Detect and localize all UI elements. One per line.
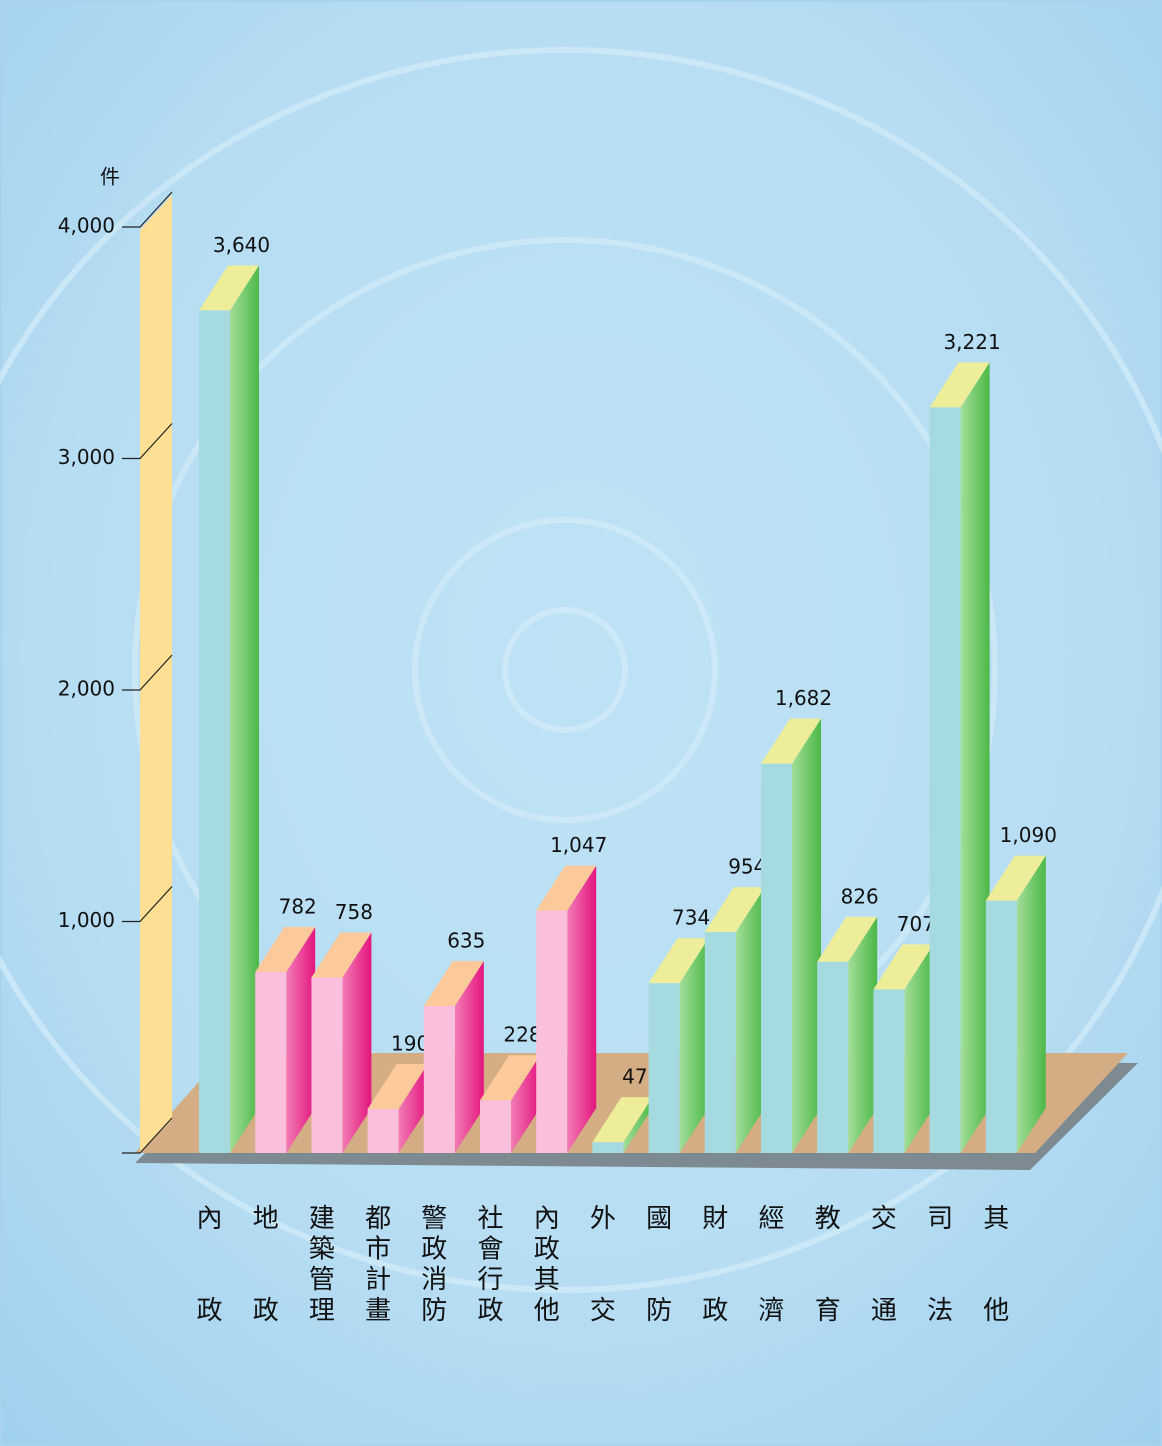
x-tick-label: 外交 xyxy=(585,1204,615,1322)
bar xyxy=(480,1100,511,1153)
bar xyxy=(255,972,286,1153)
bar-side xyxy=(567,866,596,1153)
bar xyxy=(311,978,342,1153)
value-label: 1,682 xyxy=(775,686,832,710)
value-label: 734 xyxy=(672,906,710,930)
x-tick-label: 財政 xyxy=(698,1204,728,1322)
y-tick-label: 3,000 xyxy=(58,445,115,469)
bar xyxy=(873,989,904,1153)
value-label: 228 xyxy=(503,1023,541,1047)
bar xyxy=(930,407,961,1153)
value-label: 1,090 xyxy=(1000,823,1057,847)
bar xyxy=(817,962,848,1153)
value-label: 635 xyxy=(447,928,485,952)
x-tick-label: 其他 xyxy=(979,1204,1009,1322)
bar xyxy=(536,911,567,1153)
value-label: 47 xyxy=(622,1065,647,1089)
y-tick-label: 2,000 xyxy=(58,677,115,701)
x-tick-label: 都市計畫 xyxy=(361,1204,391,1322)
value-label: 826 xyxy=(841,884,879,908)
y-tick-label: 1,000 xyxy=(58,908,115,932)
x-tick-label: 警政消防 xyxy=(417,1204,447,1322)
y-axis-wall xyxy=(140,195,172,1153)
bar xyxy=(368,1109,399,1153)
bar-side xyxy=(1017,856,1046,1153)
x-tick-label: 國防 xyxy=(642,1204,672,1322)
bar xyxy=(592,1142,623,1153)
bar xyxy=(424,1006,455,1153)
value-label: 3,640 xyxy=(213,233,270,257)
bar xyxy=(705,932,736,1153)
bar-side xyxy=(736,887,765,1153)
page: 件 1,000 2,000 3,000 4,000 3,640 782 758 190 635 2… xyxy=(0,0,1162,1446)
y-axis-unit: 件 xyxy=(100,165,120,189)
x-tick-label: 司法 xyxy=(923,1204,953,1322)
bar xyxy=(761,764,792,1153)
value-label: 782 xyxy=(279,894,317,918)
value-label: 758 xyxy=(335,900,373,924)
value-label: 707 xyxy=(897,912,935,936)
y-tick-label: 4,000 xyxy=(58,214,115,238)
bar-side xyxy=(792,719,821,1153)
x-tick-label: 經濟 xyxy=(754,1204,784,1322)
bar-side xyxy=(961,362,990,1153)
bar xyxy=(199,310,230,1153)
x-tick-label: 地政 xyxy=(248,1204,278,1322)
value-label: 1,047 xyxy=(550,833,607,857)
x-tick-label: 內政 xyxy=(192,1204,222,1322)
bar-side xyxy=(230,265,259,1153)
value-label: 190 xyxy=(391,1032,429,1056)
value-label: 954 xyxy=(728,855,766,879)
bar xyxy=(649,983,680,1153)
x-tick-label: 建築管理 xyxy=(304,1204,334,1322)
value-label: 3,221 xyxy=(943,330,1000,354)
x-tick-label: 內政其他 xyxy=(529,1204,559,1322)
x-tick-label: 社會行政 xyxy=(473,1204,503,1322)
bar xyxy=(986,901,1017,1153)
x-tick-label: 教育 xyxy=(810,1204,840,1322)
x-tick-label: 交通 xyxy=(866,1204,896,1322)
